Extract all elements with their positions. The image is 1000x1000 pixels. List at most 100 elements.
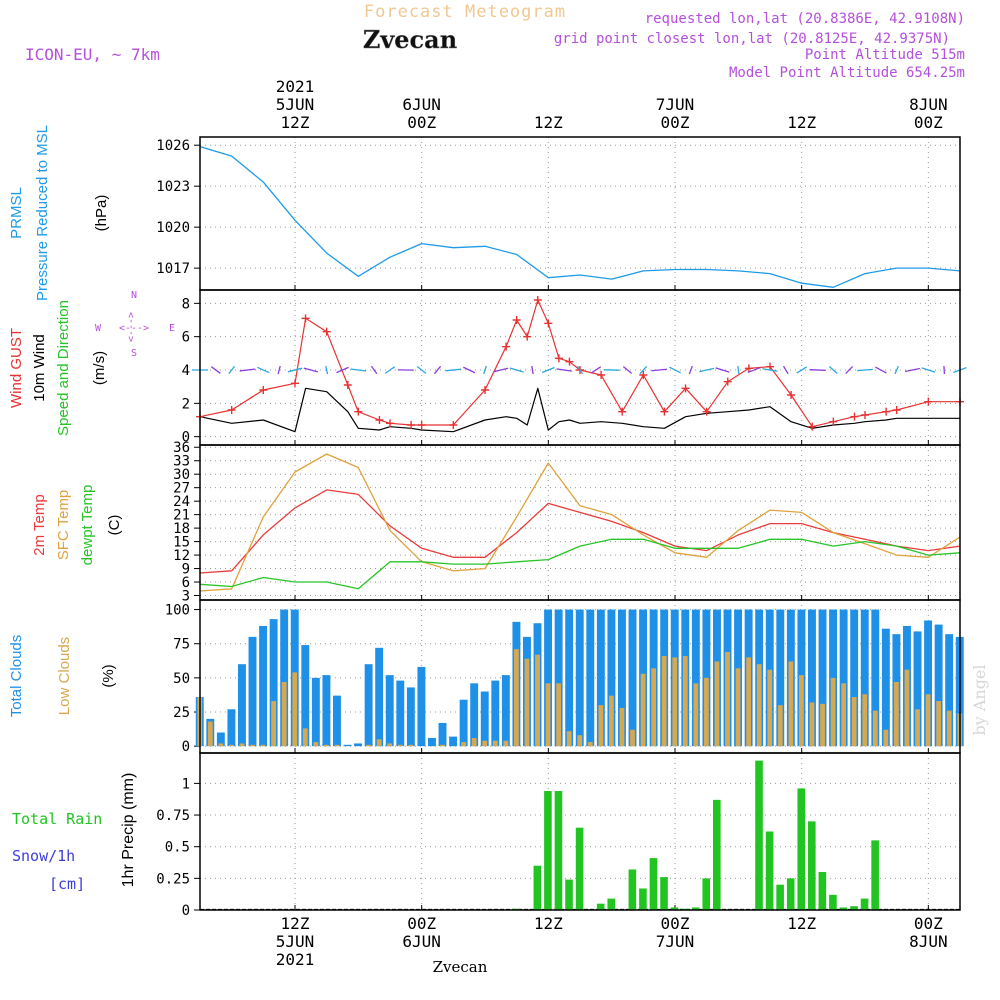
y-tick-label: 0 bbox=[182, 903, 190, 919]
total-cloud-bar bbox=[216, 732, 225, 747]
total-cloud-bar bbox=[808, 609, 816, 747]
wind-direction-arrow bbox=[228, 365, 236, 375]
total-cloud-bar bbox=[839, 609, 848, 747]
wind-direction-arrow bbox=[590, 366, 602, 374]
total-cloud-bar bbox=[417, 666, 426, 747]
total-cloud-bar bbox=[818, 609, 827, 747]
bottom-time-label: 7JUN bbox=[656, 932, 695, 951]
low-cloud-bar bbox=[925, 694, 931, 747]
gust-marker bbox=[681, 384, 690, 393]
point-altitude: Point Altitude 515m bbox=[805, 47, 965, 63]
wind-direction-arrow bbox=[651, 368, 668, 372]
total-cloud-bar bbox=[501, 675, 510, 747]
y-tick-label: 1 bbox=[182, 776, 190, 792]
bottom-time-label: 12Z bbox=[534, 914, 563, 933]
low-cloud-bar bbox=[915, 709, 920, 747]
wind10-label: 10m Wind bbox=[31, 334, 48, 402]
low-cloud-bar bbox=[767, 669, 773, 747]
low-cloud-bar bbox=[376, 739, 382, 747]
y-tick-label: 4 bbox=[182, 363, 190, 379]
total-cloud-bar bbox=[776, 609, 785, 747]
total-cloud-bar bbox=[322, 675, 331, 747]
low-cloud-bar bbox=[725, 651, 730, 747]
gust-marker bbox=[597, 371, 606, 379]
gust-marker bbox=[702, 407, 711, 416]
low-cloud-bar bbox=[587, 742, 593, 747]
credit-watermark: by Angel bbox=[970, 664, 989, 735]
total-cloud-bar bbox=[913, 631, 922, 747]
dewpt-label: dewpt Temp bbox=[79, 485, 96, 566]
low-cloud-bar bbox=[830, 677, 836, 747]
footer-location: Zvecan bbox=[433, 958, 488, 976]
low-cloud-bar bbox=[630, 729, 635, 747]
rain-bar bbox=[596, 903, 605, 910]
gust-marker bbox=[533, 296, 542, 304]
gust-marker bbox=[407, 421, 416, 429]
model-name: ICON-EU, ~ 7km bbox=[25, 45, 160, 64]
bottom-time-label: 00Z bbox=[407, 914, 436, 933]
low-cloud-bar bbox=[672, 657, 678, 747]
low-cloud-bar bbox=[313, 742, 319, 747]
low-cloud-bar bbox=[471, 737, 477, 747]
y-tick-label: 1026 bbox=[156, 138, 190, 154]
low-cloud-bar bbox=[207, 721, 213, 747]
wind-direction-arrow bbox=[796, 366, 808, 374]
y-tick-label: 1023 bbox=[156, 179, 190, 195]
rain-bar bbox=[628, 869, 637, 910]
y-tick-label: 12 bbox=[173, 548, 190, 564]
wind-direction-arrow bbox=[715, 367, 730, 373]
y-tick-label: 6 bbox=[182, 330, 190, 346]
wind-direction-arrow bbox=[688, 365, 693, 375]
total-cloud-bar bbox=[385, 675, 394, 747]
gust-marker bbox=[512, 316, 521, 324]
gust-line bbox=[199, 299, 960, 428]
total-cloud-bar bbox=[554, 609, 563, 747]
low-cloud-bar bbox=[714, 661, 720, 747]
compass-we-arrow: <---> bbox=[119, 323, 149, 334]
total-cloud-bar bbox=[691, 609, 700, 747]
gust-marker bbox=[386, 419, 394, 428]
wind-direction-arrow bbox=[875, 366, 887, 374]
wind-direction-arrow bbox=[463, 366, 476, 374]
total-cloud-bar bbox=[343, 744, 352, 747]
top-time-label: 8JUN bbox=[909, 95, 948, 114]
rain-bar bbox=[691, 907, 700, 910]
low-cloud-bar bbox=[503, 740, 509, 747]
total-cloud-bar bbox=[248, 636, 257, 747]
rain-bar bbox=[649, 858, 658, 910]
y-tick-label: 100 bbox=[165, 603, 190, 619]
rain-bar bbox=[544, 790, 552, 910]
bottom-time-label: 00Z bbox=[914, 914, 943, 933]
total-cloud-bar bbox=[596, 609, 605, 747]
wind-direction-arrow bbox=[747, 366, 761, 374]
gust-marker bbox=[924, 397, 933, 406]
low-cloud-bar bbox=[566, 731, 572, 747]
top-time-label: 6JUN bbox=[402, 95, 441, 114]
y-tick-label: 9 bbox=[182, 562, 190, 578]
gust-marker bbox=[554, 354, 563, 363]
total-cloud-bar bbox=[575, 609, 584, 747]
total-cloud-bar bbox=[354, 743, 363, 747]
gust-marker bbox=[882, 407, 891, 416]
rain-bar bbox=[639, 888, 647, 910]
wind-direction-arrow bbox=[531, 365, 534, 375]
low-cloud-bar bbox=[408, 744, 414, 747]
low-cloud-bar bbox=[250, 744, 255, 747]
precip-panel: 0 0.25 0.5 0.75 1 bbox=[156, 753, 960, 919]
rain-bar bbox=[839, 907, 848, 910]
total-cloud-bar bbox=[459, 699, 468, 747]
y-tick-label: 25 bbox=[173, 705, 190, 721]
y-tick-label: 3 bbox=[182, 589, 190, 605]
bottom-time-label: 12Z bbox=[787, 914, 816, 933]
y-tick-label: 0 bbox=[182, 430, 190, 446]
total-cloud-bar bbox=[449, 736, 458, 747]
low-cloud-bar bbox=[239, 743, 245, 747]
wind-direction-arrow bbox=[809, 369, 826, 371]
bottom-time-label: 5JUN bbox=[276, 932, 315, 951]
gust-marker bbox=[343, 381, 352, 389]
y-tick-label: 21 bbox=[173, 508, 190, 524]
rain-bar bbox=[533, 865, 542, 910]
total-cloud-bar bbox=[628, 609, 637, 747]
gust-marker bbox=[375, 416, 384, 424]
total-cloud-bar bbox=[860, 609, 869, 747]
